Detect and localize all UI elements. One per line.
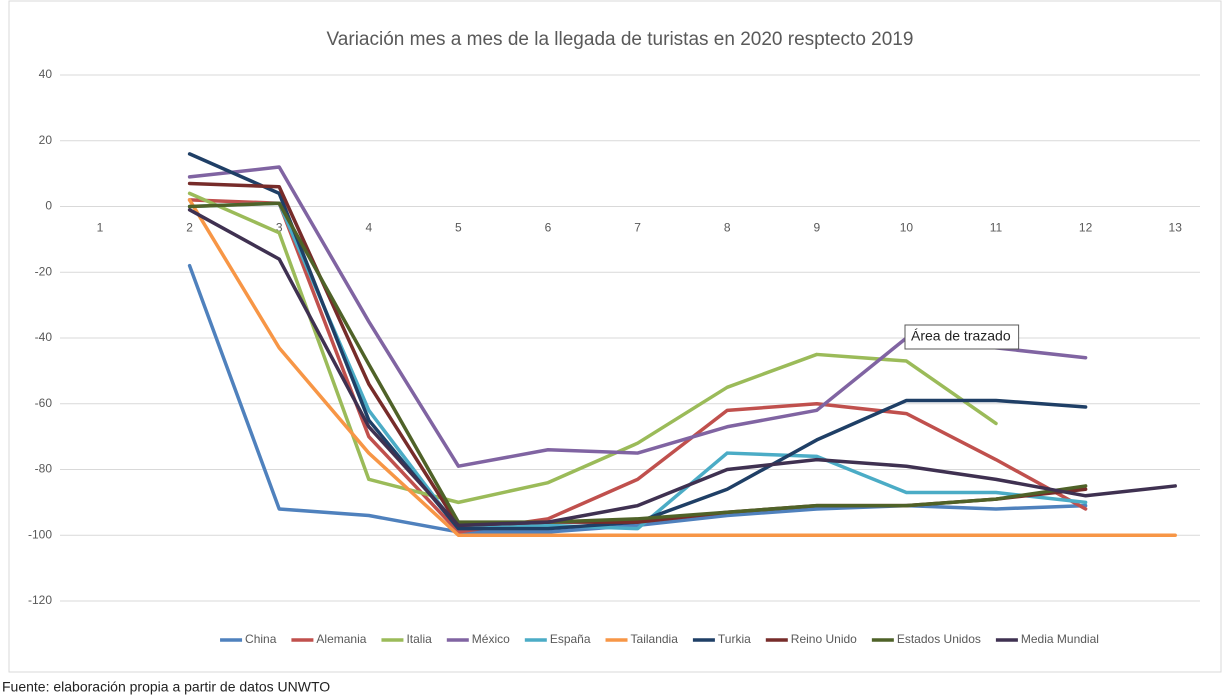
legend-item: Italia bbox=[381, 632, 432, 646]
legend-item: España bbox=[524, 632, 591, 646]
legend-label: Media Mundial bbox=[1021, 632, 1099, 646]
annotation-box bbox=[904, 324, 1020, 350]
legend-item: Alemania bbox=[291, 632, 367, 646]
x-tick-label: 8 bbox=[724, 221, 731, 235]
x-tick-label: 3 bbox=[276, 221, 283, 235]
legend-item: China bbox=[220, 632, 277, 646]
legend-item: Estados Unidos bbox=[871, 632, 981, 646]
legend-item: Reino Unido bbox=[765, 632, 857, 646]
x-tick-label: 13 bbox=[1169, 221, 1183, 235]
x-tick-label: 5 bbox=[455, 221, 462, 235]
x-tick-label: 7 bbox=[634, 221, 641, 235]
legend-label: México bbox=[472, 632, 510, 646]
x-tick-label: 2 bbox=[186, 221, 193, 235]
legend-label: China bbox=[245, 632, 277, 646]
x-tick-label: 9 bbox=[813, 221, 820, 235]
legend-label: Italia bbox=[406, 632, 432, 646]
legend-item: Tailandia bbox=[605, 632, 679, 646]
y-tick-label: -60 bbox=[35, 396, 53, 410]
y-tick-label: 0 bbox=[45, 199, 52, 213]
y-tick-label: -40 bbox=[35, 330, 53, 344]
series-line bbox=[187, 263, 1088, 534]
annotation: Área de trazado bbox=[911, 328, 1011, 344]
legend-item: Media Mundial bbox=[995, 632, 1099, 646]
chart-title: Variación mes a mes de la llegada de tur… bbox=[327, 29, 914, 50]
x-tick-label: 10 bbox=[900, 221, 914, 235]
y-tick-label: 40 bbox=[39, 67, 53, 81]
y-tick-label: 20 bbox=[39, 133, 53, 147]
legend-label: Alemania bbox=[316, 632, 366, 646]
legend-label: Reino Unido bbox=[791, 632, 857, 646]
series-line bbox=[187, 198, 1088, 534]
series-line bbox=[187, 198, 1177, 537]
chart-area bbox=[8, 0, 1222, 673]
legend-item: México bbox=[446, 632, 510, 646]
legend-label: Turkia bbox=[718, 632, 751, 646]
x-tick-label: 11 bbox=[990, 221, 1003, 235]
legend-item: Turkia bbox=[692, 632, 751, 646]
x-tick-label: 4 bbox=[365, 221, 372, 235]
series-line bbox=[187, 208, 1177, 528]
series-line bbox=[187, 201, 1088, 524]
y-tick-label: -20 bbox=[35, 264, 53, 278]
legend-label: Estados Unidos bbox=[897, 632, 981, 646]
source-note: Fuente: elaboración propia a partir de d… bbox=[2, 679, 330, 695]
series-line bbox=[187, 191, 998, 505]
y-tick-label: -80 bbox=[35, 462, 53, 476]
y-tick-label: -120 bbox=[28, 593, 52, 607]
legend-label: España bbox=[550, 632, 591, 646]
legend-label: Tailandia bbox=[631, 632, 679, 646]
y-tick-label: -100 bbox=[28, 527, 52, 541]
x-tick-label: 12 bbox=[1079, 221, 1093, 235]
x-tick-label: 6 bbox=[545, 221, 552, 235]
x-tick-label: 1 bbox=[97, 221, 104, 235]
